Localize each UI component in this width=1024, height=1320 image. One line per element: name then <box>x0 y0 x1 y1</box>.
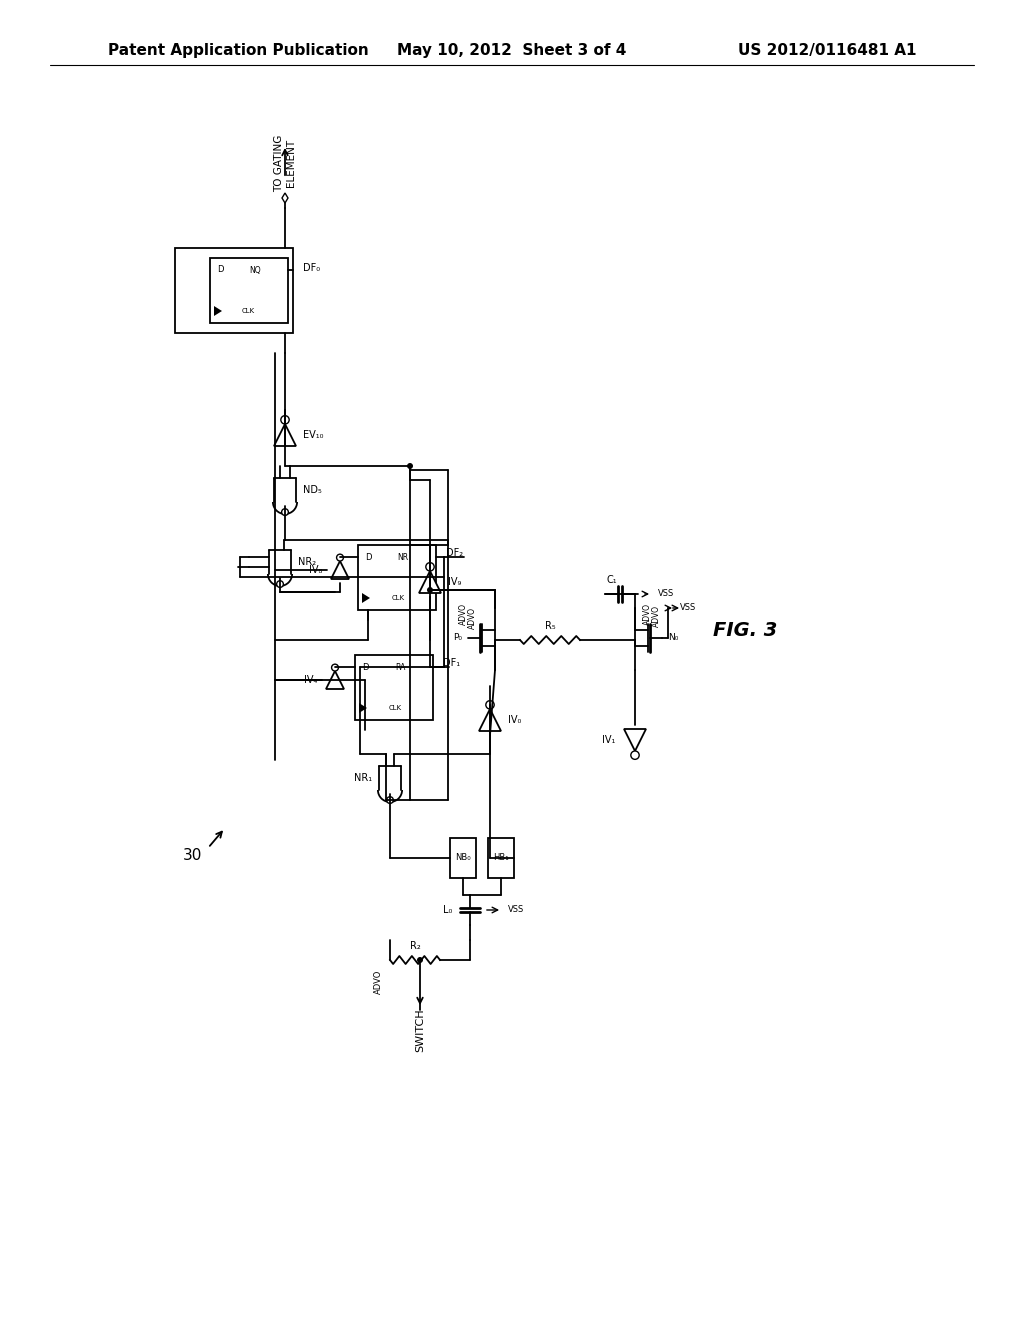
Bar <box>488 838 514 878</box>
Text: DF₁: DF₁ <box>443 657 460 668</box>
Circle shape <box>427 587 433 593</box>
Text: NR: NR <box>397 553 409 561</box>
Text: VSS: VSS <box>508 906 524 915</box>
Text: Patent Application Publication: Patent Application Publication <box>108 42 369 58</box>
Polygon shape <box>274 424 296 446</box>
Circle shape <box>631 751 639 759</box>
Text: DF₂: DF₂ <box>446 548 463 558</box>
Circle shape <box>387 797 393 804</box>
Polygon shape <box>362 593 370 603</box>
Circle shape <box>407 463 413 469</box>
Text: TO GATING
ELEMENT: TO GATING ELEMENT <box>274 135 296 191</box>
Polygon shape <box>326 671 344 689</box>
Polygon shape <box>214 306 222 315</box>
Text: 30: 30 <box>182 847 202 862</box>
Text: P₀: P₀ <box>453 634 462 643</box>
Text: ND₅: ND₅ <box>303 484 322 495</box>
Circle shape <box>417 957 423 964</box>
Polygon shape <box>419 572 441 593</box>
Text: ADVO: ADVO <box>642 603 651 624</box>
Text: ADVO: ADVO <box>651 605 660 627</box>
Text: L₀: L₀ <box>442 906 452 915</box>
Text: SWITCH: SWITCH <box>415 1008 425 1052</box>
Text: HB₁: HB₁ <box>494 854 509 862</box>
Bar <box>210 257 288 323</box>
Text: IV₄: IV₄ <box>304 675 317 685</box>
Circle shape <box>276 581 284 587</box>
Text: ADVO: ADVO <box>468 607 476 630</box>
Text: R₅: R₅ <box>545 620 555 631</box>
Bar <box>450 838 476 878</box>
Circle shape <box>282 508 289 515</box>
Polygon shape <box>282 193 288 203</box>
Polygon shape <box>479 709 501 731</box>
Text: IV₁: IV₁ <box>602 735 615 744</box>
Circle shape <box>332 664 338 671</box>
Text: C₁: C₁ <box>606 576 617 585</box>
Text: IV₉: IV₉ <box>449 577 462 587</box>
Text: ADVO: ADVO <box>374 970 383 994</box>
Text: NR₂: NR₂ <box>298 557 316 568</box>
Text: R₂: R₂ <box>410 941 421 950</box>
Bar <box>358 545 436 610</box>
Text: D: D <box>217 265 223 275</box>
Text: D: D <box>365 553 372 561</box>
Text: EV₁₀: EV₁₀ <box>303 430 324 440</box>
Text: CLK: CLK <box>388 705 401 711</box>
Text: ADVO: ADVO <box>459 603 468 624</box>
Text: NQ: NQ <box>249 265 261 275</box>
Text: CLK: CLK <box>242 308 255 314</box>
Bar <box>355 655 433 719</box>
Text: NB₀: NB₀ <box>456 854 471 862</box>
Text: US 2012/0116481 A1: US 2012/0116481 A1 <box>737 42 916 58</box>
Circle shape <box>485 701 495 709</box>
Text: VSS: VSS <box>658 590 674 598</box>
Text: IV₈: IV₈ <box>308 565 322 576</box>
Text: D: D <box>361 663 369 672</box>
Circle shape <box>426 562 434 572</box>
Text: FIG. 3: FIG. 3 <box>713 620 777 639</box>
Text: IV₀: IV₀ <box>508 715 521 725</box>
Text: DF₀: DF₀ <box>303 263 321 273</box>
Circle shape <box>337 554 343 561</box>
Polygon shape <box>331 561 349 579</box>
Text: VSS: VSS <box>680 603 696 612</box>
Text: CLK: CLK <box>391 595 404 601</box>
Text: RA: RA <box>395 663 406 672</box>
Text: N₀: N₀ <box>668 634 678 643</box>
Circle shape <box>281 416 289 424</box>
Bar <box>175 248 293 333</box>
Polygon shape <box>359 704 367 713</box>
Text: May 10, 2012  Sheet 3 of 4: May 10, 2012 Sheet 3 of 4 <box>397 42 627 58</box>
Polygon shape <box>624 729 646 751</box>
Text: NR₁: NR₁ <box>354 774 372 783</box>
